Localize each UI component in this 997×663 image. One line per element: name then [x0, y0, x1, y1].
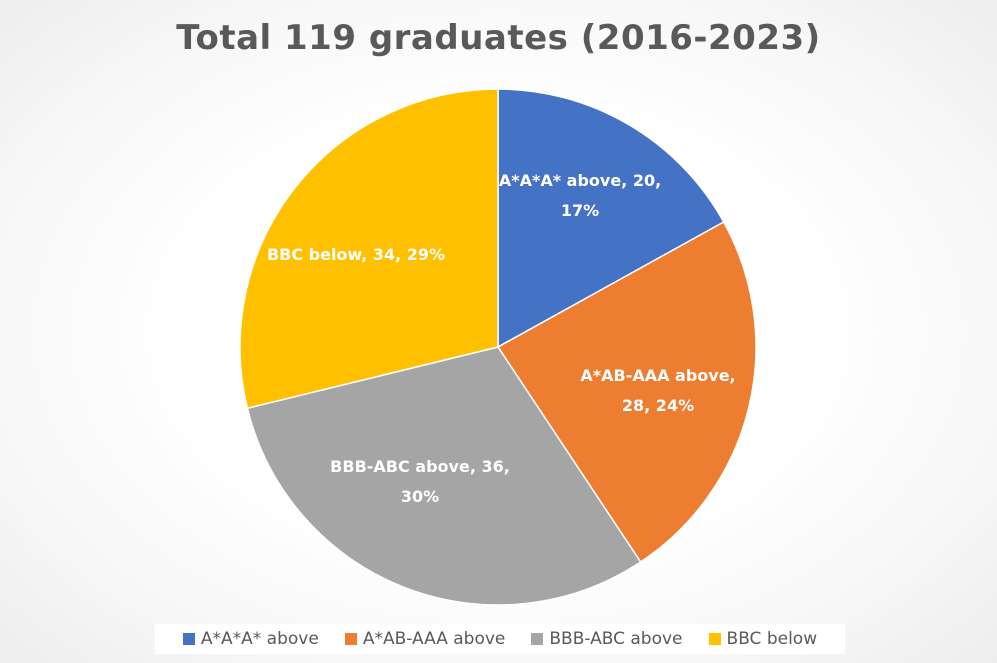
legend-swatch — [531, 633, 544, 645]
legend-swatch — [708, 633, 721, 645]
legend-label: A*AB-AAA above — [362, 629, 506, 649]
data-label: A*AB-AAA above, 28, 24% — [580, 366, 735, 415]
legend-item: A*AB-AAA above — [344, 629, 506, 649]
legend-label: BBB-ABC above — [549, 629, 683, 649]
chart-title: Total 119 graduates (2016-2023) — [176, 18, 821, 58]
pie-slice-a-ab-aaa-above — [496, 220, 757, 564]
pie-slice-a-a-a-above — [497, 88, 725, 349]
pie-slice-bbc-below — [239, 88, 499, 410]
chart-legend: A*A*A* above A*AB-AAA above BBB-ABC above B… — [155, 624, 845, 654]
legend-label: A*A*A* above — [200, 629, 319, 649]
legend-item: BBB-ABC above — [531, 629, 683, 649]
legend-item: BBC below — [708, 629, 818, 649]
legend-item: A*A*A* above — [182, 629, 319, 649]
legend-label: BBC below — [726, 629, 818, 649]
data-label: BBB-ABC above, 36, 30% — [330, 457, 510, 506]
pie-slice-bbb-abc-above — [246, 346, 642, 606]
legend-swatch — [344, 633, 357, 645]
data-label: BBC below, 34, 29% — [267, 245, 445, 264]
data-label: A*A*A* above, 20, 17% — [499, 171, 661, 220]
legend-swatch — [182, 633, 195, 645]
